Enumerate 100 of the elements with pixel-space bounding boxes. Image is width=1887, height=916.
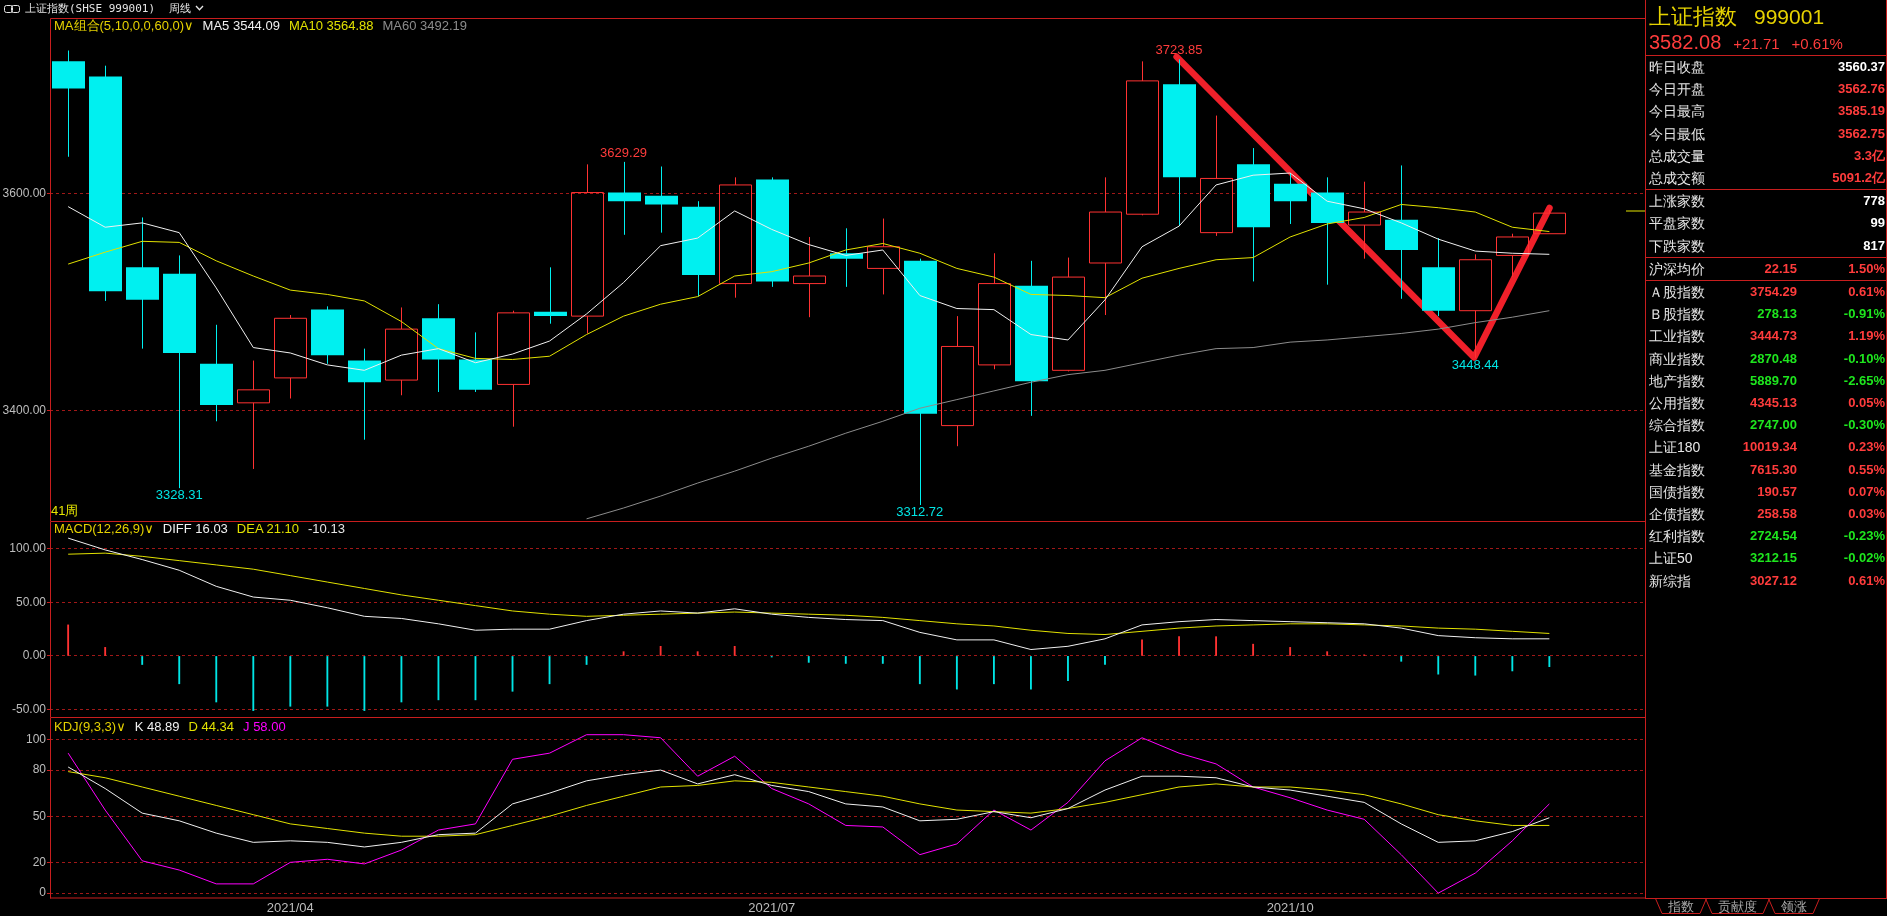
tab: 指数	[1655, 898, 1707, 914]
category-label: 地产指数	[1649, 371, 1705, 391]
candlestick	[534, 266, 567, 325]
data-label: 258.58	[1757, 505, 1797, 523]
annotation: -10.13	[308, 521, 345, 536]
category-label: 公用指数	[1649, 394, 1705, 413]
category-label: 国债指数	[1649, 482, 1705, 502]
legend-label: MA5 3544.09	[202, 18, 280, 33]
category-label: Ｂ股指数	[1649, 305, 1705, 325]
annotation: 3312.72	[896, 504, 944, 520]
y-tick-label: 20	[32, 854, 47, 869]
data-label: 0.05%	[1848, 394, 1885, 412]
data-label: 817	[1863, 236, 1885, 255]
data-label: 278.13	[1757, 305, 1797, 324]
category-label: 基金指数	[1649, 460, 1705, 480]
data-label: 3562.75	[1838, 124, 1885, 143]
text: D 44.34	[188, 719, 235, 734]
x-tick-label: 2021/07	[748, 899, 796, 915]
data-label: -2.65%	[1843, 371, 1885, 390]
annotation: 3723.85	[1155, 42, 1203, 58]
data-label: 3.3亿	[1853, 146, 1885, 165]
candlestick	[645, 166, 678, 234]
data-label: -0.10%	[1843, 349, 1885, 368]
y-tick-label: 100.00	[9, 541, 47, 556]
text: 3582.08	[1649, 31, 1722, 54]
data-label: 778	[1863, 192, 1885, 211]
data-label: 3212.15	[1750, 549, 1797, 568]
text: +0.61%	[1791, 35, 1843, 52]
data-label: 5091.2亿	[1832, 169, 1885, 187]
legend-title: MA组合(5,10,0,0,60,0)∨	[54, 18, 194, 33]
candlestick	[1052, 257, 1085, 372]
category-label: 上涨家数	[1649, 192, 1705, 212]
annotation: 3629.29	[600, 144, 648, 160]
category-label: 商业指数	[1649, 349, 1705, 369]
candlestick	[867, 218, 900, 295]
candlestick	[1200, 115, 1233, 237]
data-label: -0.30%	[1843, 416, 1885, 435]
category-label: 沪深均价	[1649, 259, 1705, 279]
legend-title: KDJ(9,3,3)∨	[54, 719, 126, 734]
candlestick	[571, 163, 604, 334]
data-label: 7615.30	[1750, 460, 1797, 479]
category-label: 总成交额	[1649, 169, 1705, 188]
data-label: 3560.37	[1838, 58, 1885, 76]
y-tick-label: 100	[25, 731, 47, 746]
candlestick	[1126, 60, 1159, 216]
y-tick-label: 3600.00	[2, 185, 47, 200]
text: K 48.89	[134, 719, 180, 734]
data-label: 22.15	[1764, 259, 1797, 278]
data-label: 99	[1870, 214, 1885, 233]
data-label: 2747.00	[1750, 416, 1797, 435]
data-label: 4345.13	[1750, 394, 1797, 412]
candlestick	[608, 161, 641, 236]
chart-title: 上证指数(SHSE 999001)	[25, 1, 156, 16]
category-label: Ａ股指数	[1649, 283, 1705, 302]
category-label: 综合指数	[1649, 416, 1705, 436]
data-label: -0.23%	[1843, 527, 1885, 546]
candlestick	[1533, 209, 1566, 235]
data-label: 3754.29	[1750, 283, 1797, 301]
y-tick-label: 50.00	[15, 594, 47, 609]
category-label: 红利指数	[1649, 527, 1705, 547]
text: 上证指数	[1649, 4, 1737, 30]
category-label: 企债指数	[1649, 505, 1705, 524]
category-label: 今日开盘	[1649, 80, 1705, 100]
data-label: 10019.34	[1742, 438, 1797, 457]
data-label: 0.61%	[1848, 283, 1885, 301]
text: DEA 21.10	[236, 521, 300, 536]
data-label: 3562.76	[1838, 80, 1885, 99]
legend-title: MACD(12,26,9)∨	[54, 521, 154, 536]
text: DIFF 16.03	[162, 521, 228, 536]
data-label: 1.50%	[1848, 259, 1885, 278]
text: MA60 3492.19	[382, 18, 468, 33]
candlestick	[385, 306, 418, 396]
data-label: -0.02%	[1843, 549, 1885, 568]
candlestick	[237, 360, 270, 470]
text: 999001	[1754, 4, 1825, 30]
data-label: 0.03%	[1848, 505, 1885, 523]
annotation: 3328.31	[155, 487, 203, 503]
data-label: 3444.73	[1750, 327, 1797, 346]
category-label: 下跌家数	[1649, 236, 1705, 256]
data-label: 190.57	[1757, 482, 1797, 501]
annotation: 41周	[51, 503, 79, 519]
category-label: 上证180	[1649, 438, 1701, 458]
data-label: 0.23%	[1848, 438, 1885, 457]
data-label: 5889.70	[1750, 371, 1797, 390]
data-label: 0.61%	[1848, 571, 1885, 590]
y-tick-label: 80	[32, 762, 47, 777]
tab: 领涨	[1768, 898, 1820, 914]
category-label: 上证50	[1649, 549, 1693, 569]
y-tick-label: 3400.00	[2, 402, 47, 417]
category-label: 总成交量	[1649, 146, 1705, 166]
y-tick-label: 0	[39, 885, 47, 900]
category-label: 昨日收盘	[1649, 58, 1705, 77]
category-label: 今日最低	[1649, 124, 1705, 144]
x-tick-label: 2021/10	[1266, 899, 1314, 915]
text: +21.71	[1733, 35, 1780, 52]
candlestick	[1459, 253, 1492, 359]
text: J 58.00	[243, 719, 286, 734]
data-label: 0.07%	[1848, 482, 1885, 501]
x-tick-label: 2021/04	[266, 899, 314, 915]
y-tick-label: -50.00	[11, 701, 47, 716]
